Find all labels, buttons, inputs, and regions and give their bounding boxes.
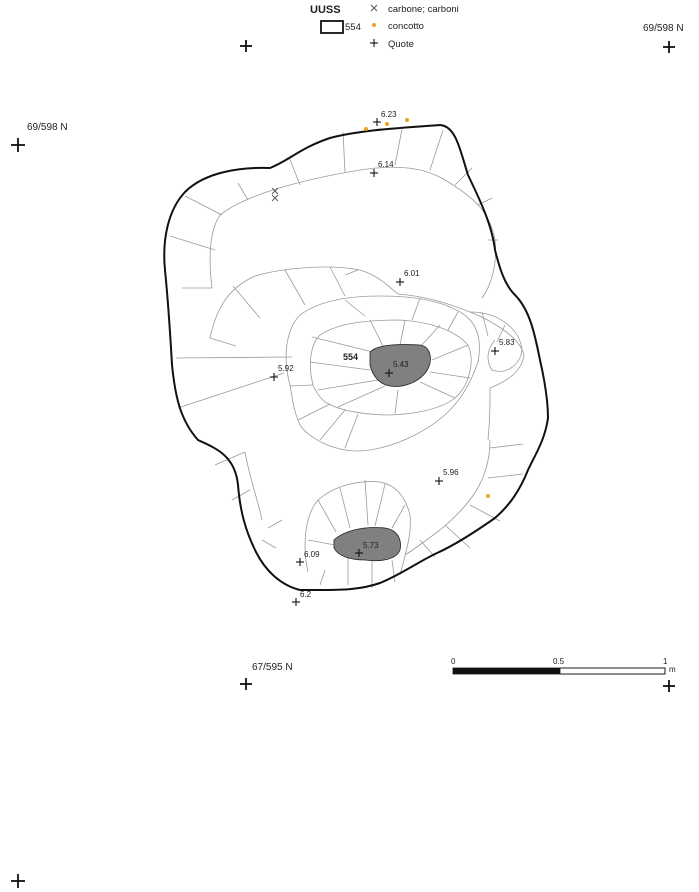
elevation-label: 6.09 [304, 550, 320, 559]
concotto-dots [364, 118, 490, 498]
elevation-label: 5.43 [393, 360, 409, 369]
scale-label-0-5: 0.5 [553, 657, 565, 666]
grid-cross-bottom-left [240, 678, 252, 690]
legend-item-quote: Quote [388, 39, 414, 50]
legend-unit-swatch [320, 20, 344, 34]
legend-unit-label: 554 [345, 22, 361, 33]
legend-item-concotto: concotto [388, 21, 424, 32]
legend-title: UUSS [310, 4, 341, 16]
elevation-label: 5.96 [443, 468, 459, 477]
grid-cross-left [11, 138, 25, 152]
scale-bar: 0 0.5 1 m [451, 657, 676, 675]
inner-cut-lines [169, 128, 525, 588]
grid-label-bottom: 67/595 N [252, 662, 293, 673]
grid-cross-page-bottom [11, 874, 25, 888]
elevation-label: 5.83 [499, 338, 515, 347]
grid-label-left: 69/598 N [27, 122, 68, 133]
grid-cross-bottom-right [663, 680, 675, 692]
orange-dot-icon [372, 23, 376, 27]
feature-554-fill [369, 344, 431, 387]
feature-label-554: 554 [343, 352, 358, 362]
legend: UUSS 554 carbone; carboni concotto Quote [310, 4, 459, 50]
scale-unit: m [669, 665, 676, 674]
elevation-label: 5.73 [363, 541, 379, 550]
elevation-label: 6.2 [300, 590, 312, 599]
feature-outline [163, 123, 550, 591]
elevation-label: 6.01 [404, 269, 420, 278]
grid-label-top-right: 69/598 N [643, 23, 684, 34]
plus-cross-icon [370, 39, 378, 47]
elevation-label: 6.14 [378, 160, 394, 169]
scale-label-0: 0 [451, 657, 456, 666]
feature-lower-fill [333, 527, 401, 562]
grid-cross-top-right [663, 41, 675, 53]
x-cross-icon [370, 4, 378, 12]
carbone-marks [271, 187, 279, 202]
elevation-label: 6.23 [381, 110, 397, 119]
legend-item-carbone: carbone; carboni [388, 4, 459, 15]
scale-label-1: 1 [663, 657, 668, 666]
elevation-label: 5.92 [278, 364, 294, 373]
grid-cross-top-left [240, 40, 252, 52]
elevation-points: 6.23 6.14 6.01 5.83 5.43 5.92 5.96 6.09 … [270, 110, 515, 606]
